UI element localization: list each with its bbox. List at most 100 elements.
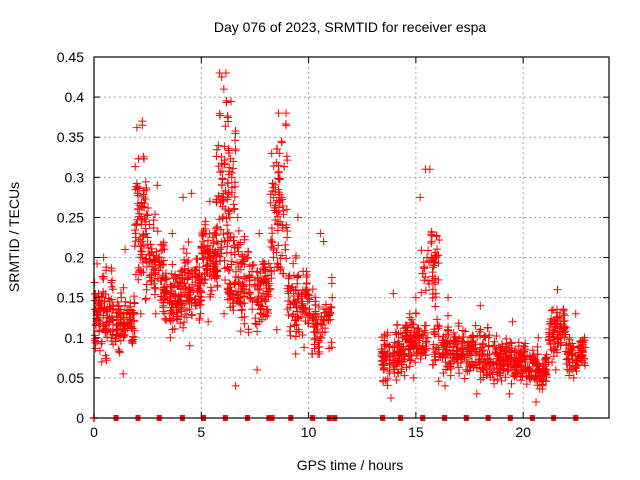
data-point [161, 286, 170, 295]
data-point [414, 325, 423, 334]
data-point [113, 298, 122, 307]
data-point [102, 356, 111, 365]
data-point [222, 214, 231, 223]
data-point [327, 338, 336, 347]
data-point [461, 365, 470, 374]
data-point [406, 350, 415, 359]
data-point [205, 245, 214, 254]
data-point [422, 337, 431, 346]
data-point [180, 299, 189, 308]
data-point [402, 363, 411, 372]
data-point [276, 217, 285, 226]
data-point [160, 245, 169, 254]
data-point [534, 333, 543, 342]
data-point [252, 320, 261, 329]
data-point [209, 239, 218, 248]
data-point [181, 289, 190, 298]
data-point [116, 329, 125, 338]
plot-frame [93, 56, 610, 419]
y-tick-label: 0.05 [57, 370, 84, 386]
data-point [459, 344, 468, 353]
data-point [204, 317, 213, 326]
data-point [114, 302, 123, 311]
data-point [169, 310, 178, 319]
data-point [266, 236, 275, 245]
data-point [433, 315, 442, 324]
data-point [519, 341, 528, 350]
data-point [216, 245, 225, 254]
data-point [219, 85, 228, 94]
data-point [200, 270, 209, 279]
data-point [490, 341, 499, 350]
data-point [213, 271, 222, 280]
data-point [149, 224, 158, 233]
data-point [305, 305, 314, 314]
data-point [556, 333, 565, 342]
data-point [294, 271, 303, 280]
data-point [578, 348, 587, 357]
data-point [325, 344, 334, 353]
data-point [225, 213, 234, 222]
x-tick-label: 15 [408, 424, 424, 440]
data-point [153, 274, 162, 283]
data-point [298, 297, 307, 306]
data-point [278, 251, 287, 260]
data-point [430, 330, 439, 339]
data-point [397, 365, 406, 374]
data-point [210, 228, 219, 237]
data-point [285, 271, 294, 280]
data-point [270, 266, 279, 275]
data-point [166, 333, 175, 342]
data-point [260, 295, 269, 304]
data-point [234, 287, 243, 296]
data-point [299, 267, 308, 276]
data-point [476, 375, 485, 384]
data-point [274, 161, 283, 170]
data-point [207, 286, 216, 295]
data-point [402, 332, 411, 341]
data-point [143, 233, 152, 242]
data-point [430, 350, 439, 359]
data-point [131, 270, 140, 279]
data-point [216, 168, 225, 177]
data-point [131, 233, 140, 242]
data-point [416, 354, 425, 363]
data-point [168, 316, 177, 325]
data-point [293, 213, 302, 222]
data-point [229, 232, 238, 241]
data-point [132, 221, 141, 230]
data-point [453, 350, 462, 359]
data-point [326, 309, 335, 318]
data-point [557, 338, 566, 347]
data-point [411, 309, 420, 318]
data-point [155, 253, 164, 262]
data-point [119, 369, 128, 378]
data-point [182, 313, 191, 322]
data-point [455, 369, 464, 378]
data-point [159, 307, 168, 316]
data-point [517, 361, 526, 370]
data-point [445, 363, 454, 372]
data-point [532, 366, 541, 375]
data-point [441, 381, 450, 390]
data-point [394, 369, 403, 378]
x-axis-title: GPS time / hours [297, 457, 404, 473]
data-point [167, 287, 176, 296]
data-point [116, 289, 125, 298]
data-point [98, 272, 107, 281]
data-point [258, 302, 267, 311]
data-point [282, 254, 291, 263]
data-point [134, 275, 143, 284]
data-point [400, 371, 409, 380]
data-point [111, 337, 120, 346]
data-point [91, 289, 100, 298]
data-point [432, 245, 441, 254]
data-point [407, 319, 416, 328]
data-point [294, 295, 303, 304]
data-point [255, 285, 264, 294]
data-point [546, 317, 555, 326]
data-point [541, 365, 550, 374]
data-point [532, 397, 541, 406]
data-point [159, 284, 168, 293]
data-point [182, 249, 191, 258]
